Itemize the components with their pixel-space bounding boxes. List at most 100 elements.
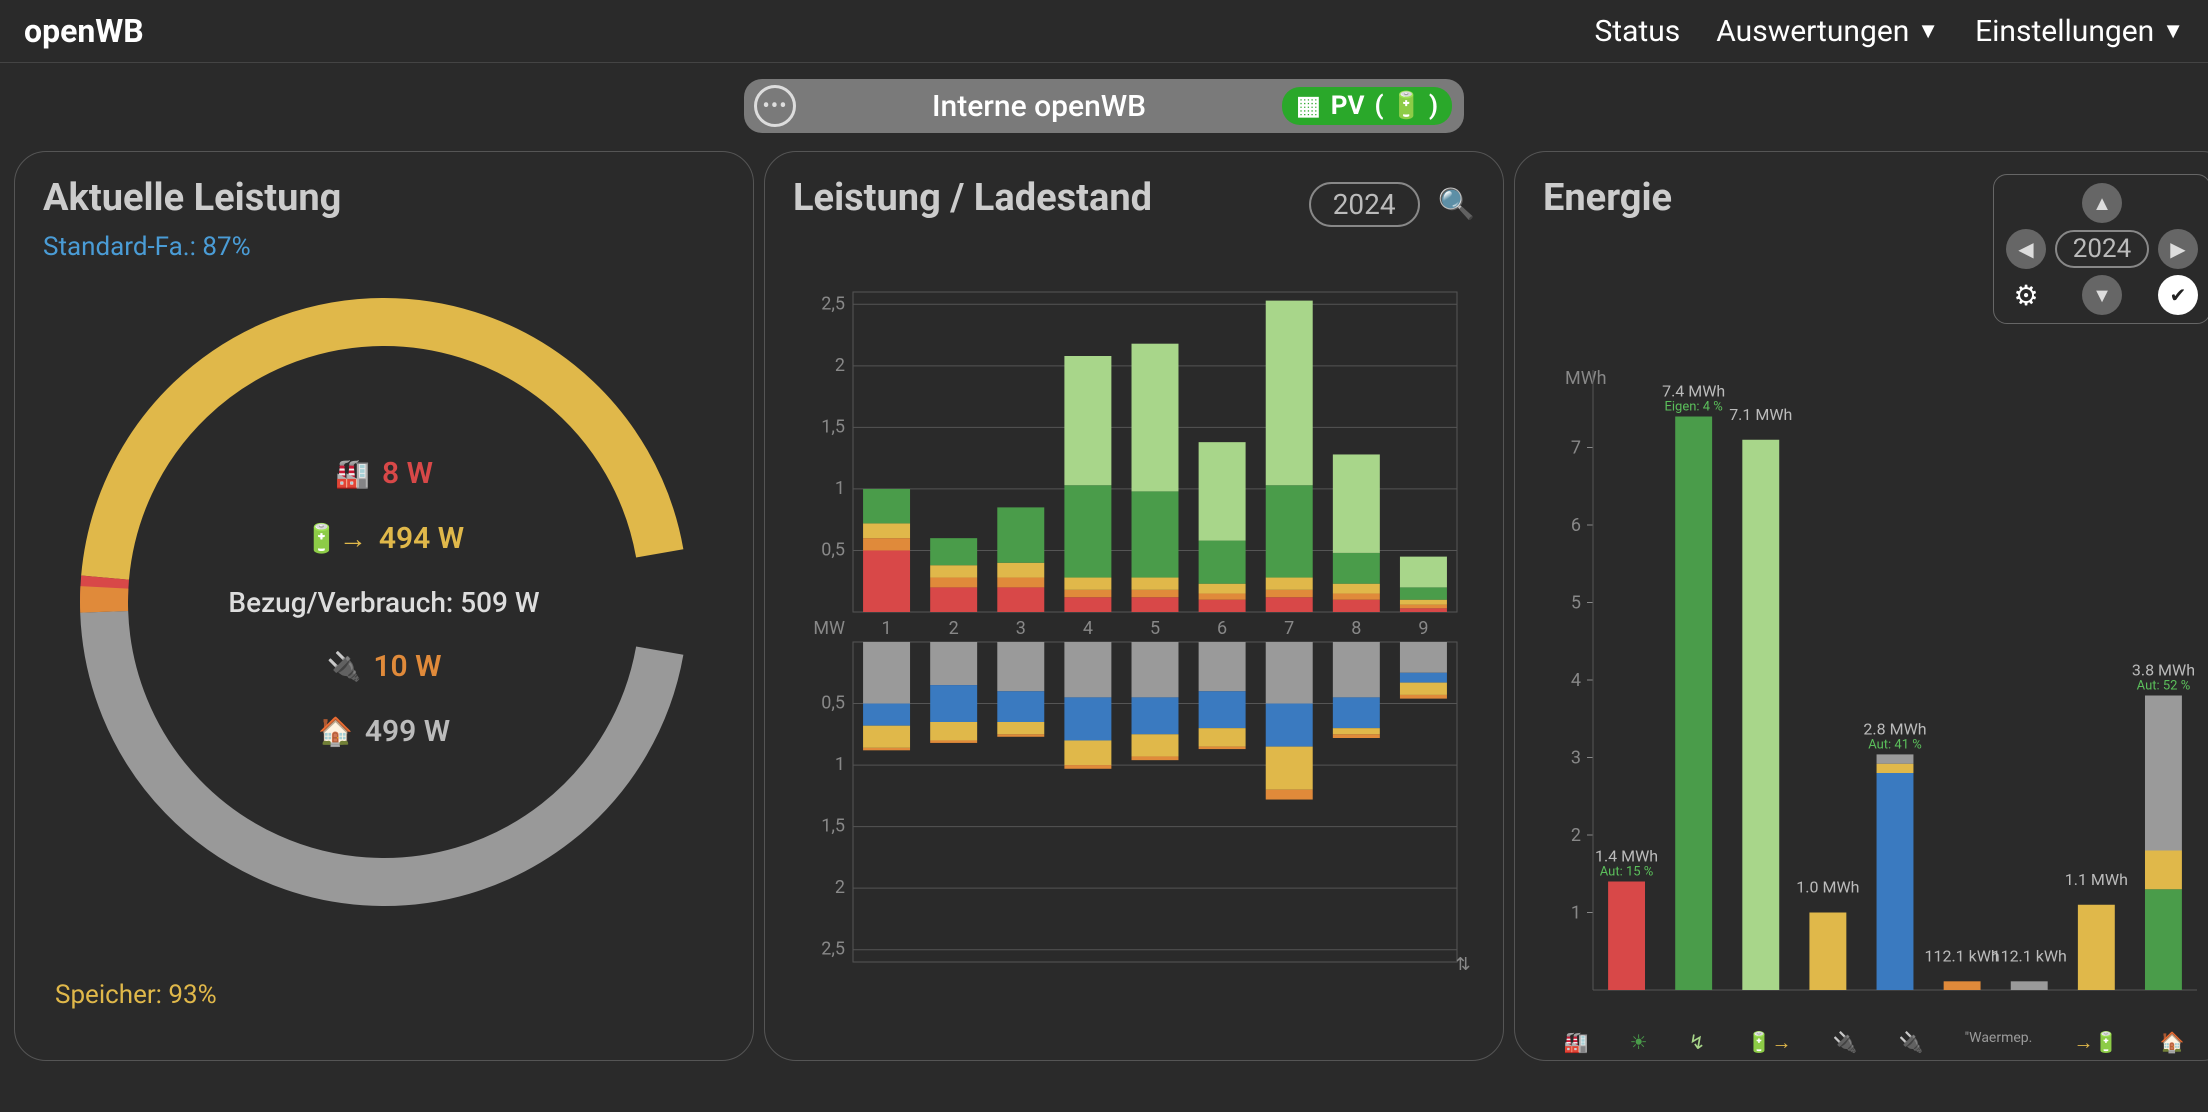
- energy-nav: ▲ ◀ 2024 ▶ ⚙ ▼ ✔: [1993, 174, 2208, 324]
- metric-center: Bezug/Verbrauch: 509 W: [228, 586, 539, 619]
- svg-text:7.1 MWh: 7.1 MWh: [1729, 405, 1792, 424]
- house-icon: 🏠: [318, 715, 353, 748]
- svg-text:7: 7: [1571, 438, 1581, 459]
- solar-icon: ▦: [1296, 91, 1321, 121]
- mid-header-right: 2024 🔍: [1309, 182, 1475, 227]
- metric-house-value: 499 W: [365, 714, 450, 749]
- pv-badge[interactable]: ▦ PV ( 🔋 ): [1282, 87, 1452, 125]
- mid-year-pill[interactable]: 2024: [1309, 182, 1420, 227]
- battery-icon: ( 🔋 ): [1374, 91, 1438, 121]
- metric-charge-value: 10 W: [373, 649, 441, 684]
- svg-text:MW: MW: [813, 618, 845, 639]
- metric-battery-value: 494 W: [379, 521, 464, 556]
- svg-text:6: 6: [1217, 618, 1227, 639]
- svg-text:9: 9: [1418, 618, 1428, 639]
- chevron-down-icon: ▼: [2162, 18, 2184, 44]
- energy-category-icons: 🏭☀↯🔋→🔌🔌"Waermep.→🔋🏠: [1543, 1030, 2205, 1055]
- svg-text:112.1 kWh: 112.1 kWh: [1992, 946, 2067, 965]
- status-row: ••• Interne openWB ▦ PV ( 🔋 ): [0, 63, 2208, 141]
- svg-text:3: 3: [1571, 748, 1581, 769]
- plug-icon: 🔌: [327, 650, 362, 683]
- svg-text:0,5: 0,5: [821, 693, 845, 714]
- nav-down-button[interactable]: ▼: [2082, 275, 2122, 315]
- svg-text:1: 1: [835, 754, 845, 775]
- svg-text:0,5: 0,5: [821, 539, 845, 560]
- mid-chart-svg: 0,511,522,50,511,522,5MW123456789⇅: [793, 252, 1477, 972]
- svg-text:⇅: ⇅: [1455, 954, 1470, 972]
- gauge-label-top: Standard-Fa.: 87%: [43, 232, 725, 262]
- svg-text:4: 4: [1083, 618, 1093, 639]
- energy-chart-svg: 1234567MWh1.4 MWhAut: 15 %7.4 MWhEigen: …: [1543, 370, 2207, 1020]
- nav-settings[interactable]: Einstellungen ▼: [1975, 14, 2184, 49]
- svg-text:1,5: 1,5: [821, 416, 845, 437]
- search-icon[interactable]: 🔍: [1438, 187, 1475, 222]
- brand: openWB: [24, 12, 144, 50]
- svg-text:6: 6: [1571, 515, 1581, 536]
- mid-header: Leistung / Ladestand 2024 🔍: [793, 176, 1475, 232]
- topbar: openWB Status Auswertungen ▼ Einstellung…: [0, 0, 2208, 63]
- svg-text:1: 1: [881, 618, 891, 639]
- energy-year[interactable]: 2024: [2055, 230, 2149, 268]
- nav-reports-label: Auswertungen: [1716, 14, 1909, 49]
- svg-text:5: 5: [1150, 618, 1160, 639]
- gauge: 🏭 8 W 🔋→ 494 W Bezug/Verbrauch: 509 W 🔌 …: [64, 282, 704, 922]
- energy-cat-icon: 🏠: [2160, 1030, 2185, 1055]
- metric-grid-value: 8 W: [382, 456, 433, 491]
- topnav: Status Auswertungen ▼ Einstellungen ▼: [1594, 14, 2184, 49]
- nav-left-button[interactable]: ◀: [2006, 229, 2046, 269]
- svg-text:1: 1: [835, 478, 845, 499]
- nav-up-button[interactable]: ▲: [2082, 183, 2122, 223]
- svg-text:Aut: 41 %: Aut: 41 %: [1868, 737, 1922, 752]
- metric-house: 🏠 499 W: [318, 714, 450, 749]
- nav-status[interactable]: Status: [1594, 14, 1680, 49]
- svg-text:4: 4: [1571, 670, 1581, 691]
- svg-text:1,5: 1,5: [821, 816, 845, 837]
- energy-cat-icon: ↯: [1689, 1030, 1706, 1055]
- nav-right-button[interactable]: ▶: [2158, 229, 2198, 269]
- energy-cat-icon: 🏭: [1564, 1030, 1589, 1055]
- gauge-center: 🏭 8 W 🔋→ 494 W Bezug/Verbrauch: 509 W 🔌 …: [64, 282, 704, 922]
- metric-charge: 🔌 10 W: [327, 649, 442, 684]
- svg-text:7: 7: [1284, 618, 1294, 639]
- svg-text:Eigen: 4 %: Eigen: 4 %: [1664, 400, 1722, 415]
- check-button[interactable]: ✔: [2158, 275, 2198, 315]
- svg-text:MWh: MWh: [1565, 370, 1607, 389]
- svg-text:7.4 MWh: 7.4 MWh: [1662, 382, 1725, 401]
- energy-cat-icon: "Waermep.: [1965, 1030, 2033, 1055]
- status-pill[interactable]: ••• Interne openWB ▦ PV ( 🔋 ): [744, 79, 1464, 133]
- nav-reports[interactable]: Auswertungen ▼: [1716, 14, 1939, 49]
- svg-text:8: 8: [1351, 618, 1361, 639]
- energy-cat-icon: 🔋→: [1747, 1030, 1792, 1055]
- svg-text:2,5: 2,5: [821, 939, 845, 960]
- pv-label: PV: [1331, 91, 1365, 121]
- svg-text:2,5: 2,5: [821, 293, 845, 314]
- svg-text:1.1 MWh: 1.1 MWh: [2065, 870, 2128, 889]
- svg-text:Aut: 52 %: Aut: 52 %: [2137, 679, 2191, 694]
- status-title: Interne openWB: [816, 89, 1262, 124]
- energy-cat-icon: →🔋: [2073, 1030, 2118, 1055]
- svg-text:112.1 kWh: 112.1 kWh: [1924, 946, 1999, 965]
- energy-cat-icon: 🔌: [1833, 1030, 1858, 1055]
- svg-text:2.8 MWh: 2.8 MWh: [1863, 719, 1926, 738]
- gauge-label-bottom: Speicher: 93%: [55, 980, 217, 1010]
- mid-title: Leistung / Ladestand: [793, 176, 1152, 220]
- nav-status-label: Status: [1594, 14, 1680, 49]
- chevron-down-icon: ▼: [1917, 18, 1939, 44]
- factory-icon: 🏭: [335, 457, 370, 490]
- chart-mid: 0,511,522,50,511,522,5MW123456789⇅: [793, 252, 1475, 976]
- energy-cat-icon: ☀: [1630, 1030, 1648, 1055]
- svg-text:2: 2: [835, 877, 845, 898]
- svg-text:5: 5: [1571, 593, 1581, 614]
- svg-text:3.8 MWh: 3.8 MWh: [2132, 661, 2195, 680]
- energy-chart: 1234567MWh1.4 MWhAut: 15 %7.4 MWhEigen: …: [1543, 370, 2205, 1055]
- metric-battery: 🔋→ 494 W: [304, 521, 464, 556]
- svg-text:2: 2: [835, 355, 845, 376]
- svg-text:1.0 MWh: 1.0 MWh: [1796, 878, 1859, 897]
- more-icon[interactable]: •••: [754, 85, 796, 127]
- gauge-title: Aktuelle Leistung: [43, 176, 725, 220]
- nav-settings-label: Einstellungen: [1975, 14, 2154, 49]
- panels: Aktuelle Leistung Standard-Fa.: 87% 🏭 8 …: [0, 141, 2208, 1071]
- svg-text:3: 3: [1016, 618, 1026, 639]
- gear-icon[interactable]: ⚙: [2006, 275, 2046, 315]
- panel-energy: Energie ▲ ◀ 2024 ▶ ⚙ ▼ ✔ 1234567MWh1.4 M…: [1514, 151, 2208, 1061]
